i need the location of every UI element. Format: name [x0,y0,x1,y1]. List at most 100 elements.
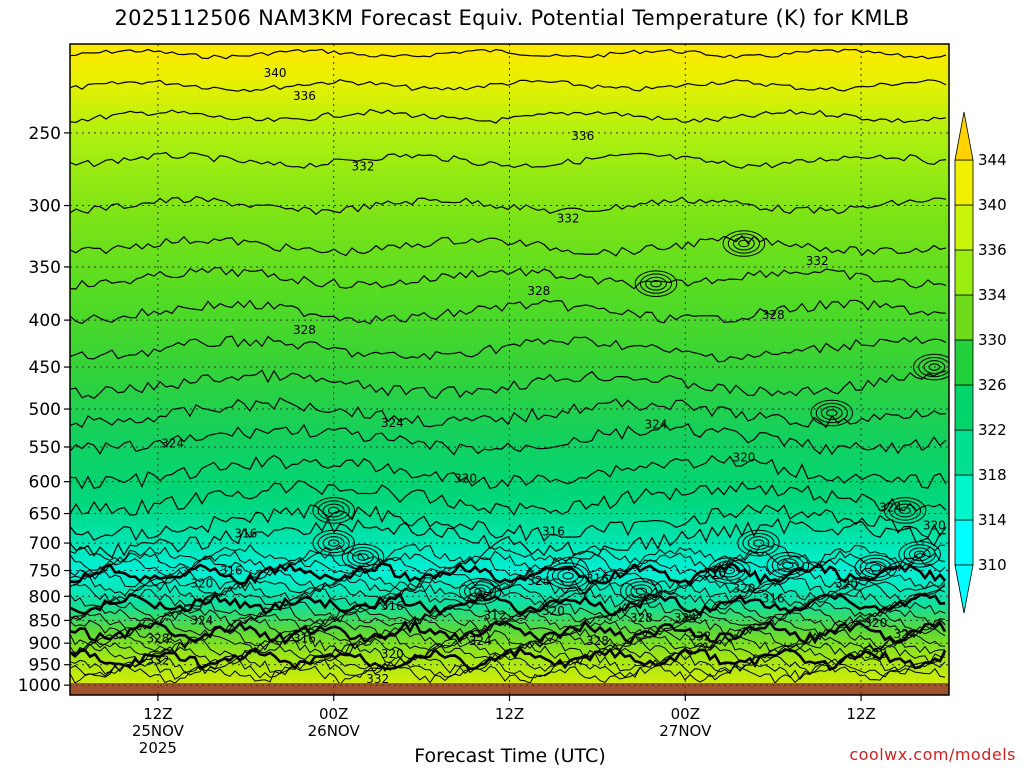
contour-label: 324 [381,416,404,430]
x-tick-label: 00Z [319,705,348,723]
contour-blob [474,587,486,595]
contour-label: 320 [732,582,755,596]
contour-lines [70,48,947,559]
contour-blob [826,409,838,417]
contour-line [70,517,947,559]
contour-label: 324 [674,611,697,625]
contour-label: 324 [161,436,184,450]
colorbar-label: 330 [978,331,1007,349]
contour-blob [322,503,345,518]
contour-label: 328 [146,632,169,646]
contour-blob [722,230,766,257]
contour-blob [707,557,751,584]
contour-label: 324 [645,418,668,432]
colorbar-label: 334 [978,286,1007,304]
contour-label: 332 [352,159,375,173]
contour-blob [888,500,922,521]
contour-line [70,108,947,124]
contour-blob [854,554,898,582]
y-tick-label: 450 [29,358,61,378]
contour-label: 324 [894,627,917,641]
contour-label: 332 [146,654,169,668]
contour-line [70,335,947,363]
contour-line [70,658,946,680]
colorbar-label: 326 [978,376,1007,394]
contour-line [70,568,946,592]
ground-layer [70,683,949,695]
contour-blob [727,233,761,254]
contour-blob [346,546,380,568]
y-tick-label: 950 [29,656,61,676]
contour-blob [870,564,882,572]
contour-line [70,543,945,566]
contour-blob [908,547,931,562]
contour-blob [766,551,810,579]
contour-label: 332 [806,254,829,268]
contour-blob [752,539,765,547]
contour-blob [352,550,374,564]
contour-label: 328 [630,611,653,625]
contour-line [70,637,946,660]
contour-blob [733,236,755,251]
contour-blob [650,279,662,288]
contour-line [70,633,946,655]
low-level-band [70,230,949,686]
contour-blob [357,553,369,561]
contour-blob [625,581,658,602]
y-tick-label: 350 [29,258,61,278]
contour-blob [639,273,673,294]
contour-blob [458,577,502,605]
y-tick-label: 300 [29,197,61,217]
x-tick-label: 26NOV [308,722,361,740]
contour-label: 316 [381,599,404,613]
contour-label: 320 [542,604,565,618]
contour-label: 340 [264,66,287,80]
y-tick-label: 500 [29,400,61,420]
colorbar-top-arrow [954,111,974,161]
contour-blob [771,555,804,576]
colorbar-bottom-arrow [954,564,974,614]
colorbar-segment [954,474,974,521]
contour-label: 320 [864,616,887,630]
colorbar-segment [954,249,974,296]
contour-label: 320 [835,577,858,591]
contour-line [70,561,946,586]
contour-line [70,662,946,686]
y-tick-label: 800 [29,587,61,607]
y-tick-label: 750 [29,562,61,582]
colorbar-label: 344 [978,151,1007,169]
contour-label: 320 [454,471,477,485]
colorbar: 310 314 318 322 326 330 334 336 340 344 [954,111,1007,614]
contour-blob [914,550,926,558]
contour-label: 324 [527,574,550,588]
x-tick-label: 12Z [143,705,172,723]
contour-line [70,454,947,490]
contour-blob [630,584,653,599]
contour-line [70,646,947,672]
contour-blob [810,399,854,427]
contour-line [70,235,947,257]
colorbar-label: 340 [978,196,1007,214]
contour-label: 332 [688,629,711,643]
contour-label: 320 [923,519,946,533]
contour-label: 336 [571,129,594,143]
contour-line [70,504,947,542]
contour-blob [341,543,385,571]
contour-blob [776,558,799,573]
colorbar-segment [954,204,974,251]
colorbar-segment [954,294,974,341]
y-tick-label: 250 [29,124,61,144]
y-tick-label: 400 [29,311,61,331]
grid-lines [70,44,949,695]
contour-line [70,652,946,675]
colorbar-label: 336 [978,241,1007,259]
colorbar-label: 314 [978,511,1007,529]
contour-blob [546,562,590,590]
plot-area: 340 336 336 332 332 332 328 328 328 324 324 324 324 3… [70,44,949,695]
contour-label: 320 [381,647,404,661]
colorbar-segment [954,384,974,431]
contour-blob [738,239,750,248]
x-tick-label: 12Z [846,705,875,723]
contour-blob [859,557,892,578]
y-tick-label: 850 [29,611,61,631]
